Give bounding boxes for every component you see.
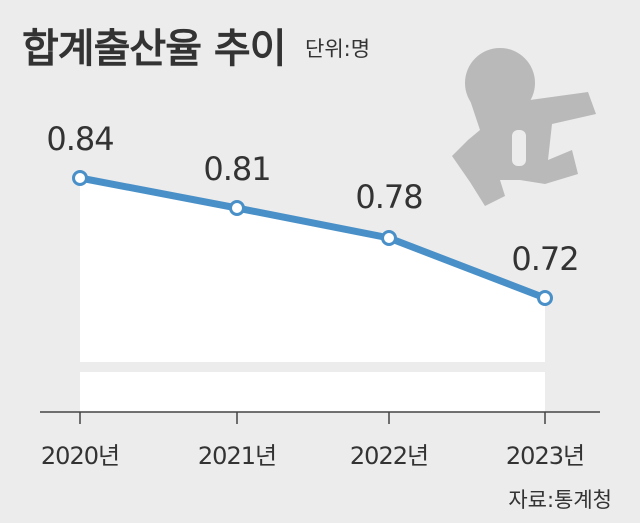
x-tick-label-2021년: 2021년 <box>198 442 276 470</box>
baby-icon <box>452 48 596 206</box>
data-point-2021년 <box>229 200 245 216</box>
x-tick-label-2023년: 2023년 <box>506 442 584 470</box>
chart-title: 합계출산율 추이 <box>22 26 287 72</box>
data-point-2020년 <box>72 170 88 186</box>
data-point-2023년 <box>537 290 553 306</box>
source-label: 자료:통계청 <box>508 488 612 512</box>
x-tick-label-2022년: 2022년 <box>350 442 428 470</box>
data-label-2021년: 0.81 <box>203 150 270 188</box>
data-point-2022년 <box>381 230 397 246</box>
area-fill <box>80 178 545 362</box>
data-label-2022년: 0.78 <box>355 178 422 216</box>
unit-label: 단위:명 <box>305 37 371 61</box>
x-tick-label-2020년: 2020년 <box>41 442 119 470</box>
data-label-2020년: 0.84 <box>46 120 113 158</box>
area-band <box>80 372 545 412</box>
data-label-2023년: 0.72 <box>511 240 578 278</box>
series-line <box>76 174 549 302</box>
